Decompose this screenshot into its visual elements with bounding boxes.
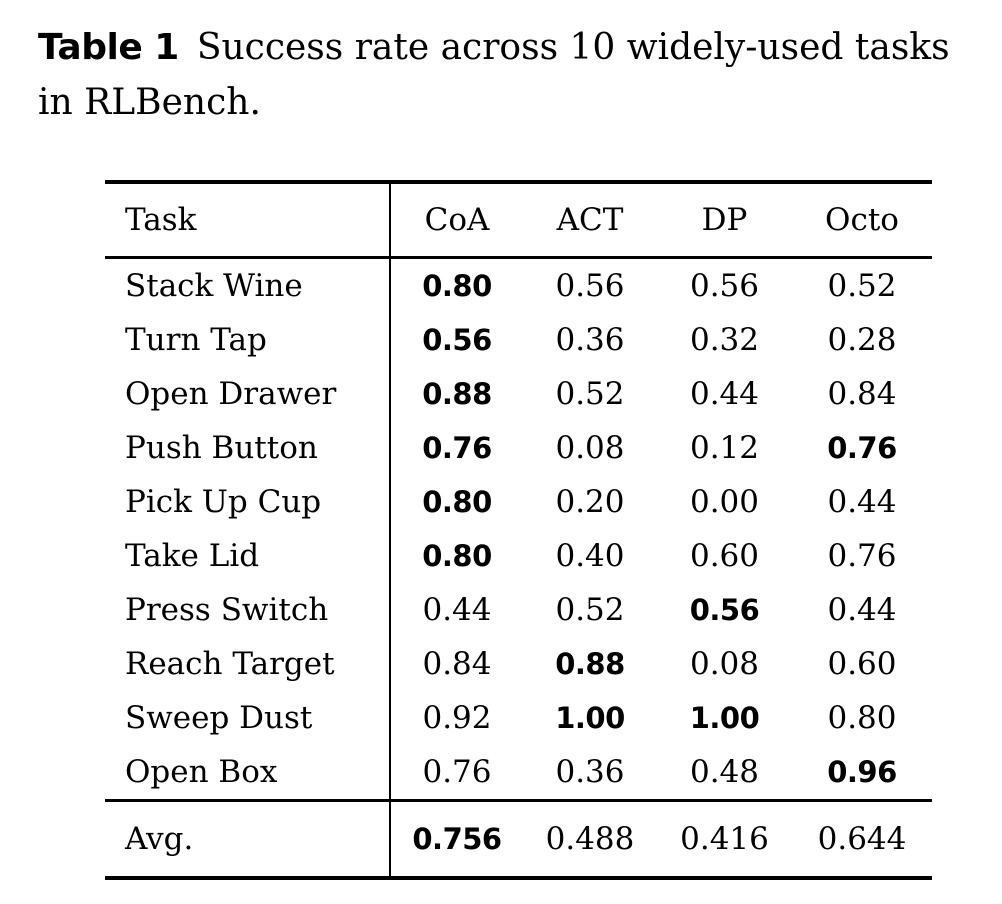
table-row: Push Button 0.76 0.08 0.12 0.76 (105, 421, 932, 475)
value-cell: 0.76 (827, 538, 897, 574)
task-cell: Stack Wine (105, 257, 391, 313)
value-cell: 0.76 (422, 754, 492, 790)
value-cell: 0.88 (555, 647, 625, 681)
value-cell: 0.28 (827, 322, 897, 358)
col-header-act: ACT (523, 182, 657, 259)
task-cell: Open Drawer (105, 367, 391, 421)
table-row: Take Lid 0.80 0.40 0.60 0.76 (105, 529, 932, 583)
col-header-octo: Octo (792, 182, 932, 259)
value-cell: 0.84 (827, 376, 897, 412)
avg-label-cell: Avg. (105, 799, 391, 878)
value-cell: 0.80 (422, 485, 492, 519)
table-row: Sweep Dust 0.92 1.00 1.00 0.80 (105, 691, 932, 745)
avg-value-cell: 0.488 (523, 799, 657, 878)
value-cell: 0.80 (422, 539, 492, 573)
table-row: Open Box 0.76 0.36 0.48 0.96 (105, 745, 932, 801)
value-cell: 0.60 (689, 538, 760, 574)
value-cell: 0.56 (689, 268, 760, 304)
value-cell: 0.08 (555, 430, 625, 466)
task-cell: Open Box (105, 745, 391, 801)
value-cell: 0.36 (555, 322, 625, 358)
table-row: Press Switch 0.44 0.52 0.56 0.44 (105, 583, 932, 637)
task-cell: Reach Target (105, 637, 391, 691)
table-row: Stack Wine 0.80 0.56 0.56 0.52 (105, 257, 932, 313)
value-cell: 0.00 (689, 484, 760, 520)
col-header-task: Task (105, 182, 391, 259)
task-cell: Press Switch (105, 583, 391, 637)
table-head: Task CoA ACT DP Octo (105, 182, 932, 259)
table-body: Stack Wine 0.80 0.56 0.56 0.52 Turn Tap … (105, 257, 932, 878)
table-caption-text-line2: in RLBench. (38, 82, 261, 123)
avg-value-cell: 0.644 (792, 799, 932, 878)
value-cell: 0.52 (827, 268, 897, 304)
avg-value-cell: 0.756 (390, 799, 523, 878)
value-cell: 0.76 (422, 431, 492, 465)
table-caption-label: Table 1 (38, 27, 179, 68)
results-table: Task CoA ACT DP Octo Stack Wine 0.80 0.5… (105, 180, 932, 880)
table-row: Open Drawer 0.88 0.52 0.44 0.84 (105, 367, 932, 421)
value-cell: 0.12 (689, 430, 760, 466)
value-cell: 0.44 (827, 592, 897, 628)
value-cell: 0.44 (422, 592, 492, 628)
value-cell: 1.00 (555, 701, 625, 735)
value-cell: 0.36 (555, 754, 625, 790)
col-header-dp: DP (657, 182, 792, 259)
value-cell: 0.44 (689, 376, 760, 412)
value-cell: 0.56 (422, 323, 492, 357)
value-cell: 0.40 (555, 538, 625, 574)
avg-value-cell: 0.416 (657, 799, 792, 878)
value-cell: 0.44 (827, 484, 897, 520)
value-cell: 0.76 (827, 431, 897, 465)
task-cell: Push Button (105, 421, 391, 475)
value-cell: 0.08 (689, 646, 760, 682)
task-cell: Pick Up Cup (105, 475, 391, 529)
table-row: Reach Target 0.84 0.88 0.08 0.60 (105, 637, 932, 691)
average-row: Avg. 0.756 0.488 0.416 0.644 (105, 799, 932, 878)
value-cell: 0.52 (555, 376, 625, 412)
value-cell: 0.92 (422, 700, 492, 736)
task-cell: Sweep Dust (105, 691, 391, 745)
task-cell: Turn Tap (105, 313, 391, 367)
table-row: Pick Up Cup 0.80 0.20 0.00 0.44 (105, 475, 932, 529)
value-cell: 0.20 (555, 484, 625, 520)
value-cell: 0.52 (555, 592, 625, 628)
value-cell: 0.80 (827, 700, 897, 736)
table-caption: Table 1 Success rate across 10 widely-use… (38, 20, 968, 130)
table-caption-text-line1: Success rate across 10 widely-used tasks (196, 27, 950, 68)
col-header-coa: CoA (390, 182, 523, 259)
value-cell: 0.48 (689, 754, 760, 790)
value-cell: 0.84 (422, 646, 492, 682)
value-cell: 0.96 (827, 755, 897, 789)
value-cell: 0.32 (689, 322, 760, 358)
value-cell: 0.60 (827, 646, 897, 682)
value-cell: 0.56 (555, 268, 625, 304)
value-cell: 0.80 (422, 269, 492, 303)
value-cell: 1.00 (689, 701, 760, 735)
table-row: Turn Tap 0.56 0.36 0.32 0.28 (105, 313, 932, 367)
value-cell: 0.56 (689, 593, 760, 627)
task-cell: Take Lid (105, 529, 391, 583)
value-cell: 0.88 (422, 377, 492, 411)
header-row: Task CoA ACT DP Octo (105, 182, 932, 259)
